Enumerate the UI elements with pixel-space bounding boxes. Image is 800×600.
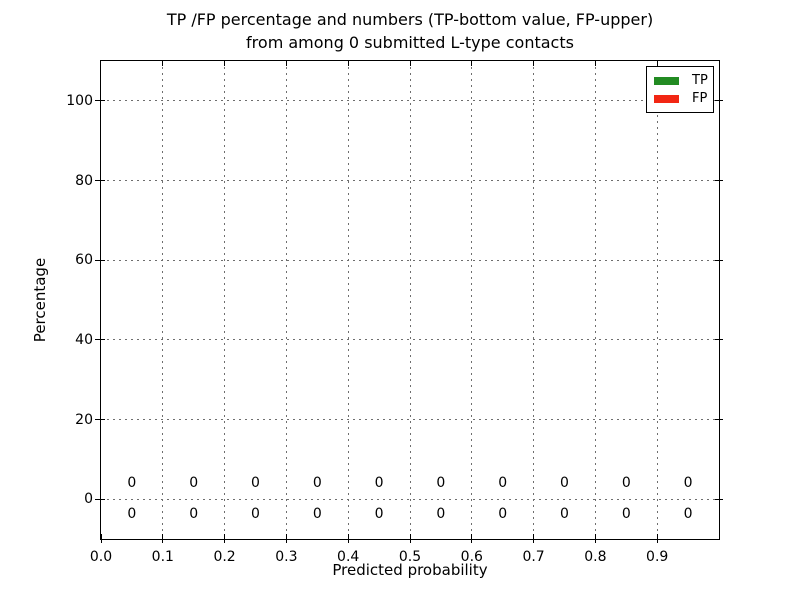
x-tick-label: 0.8 (584, 549, 607, 565)
x-tick-mark-top (656, 61, 658, 66)
bar-value-label-fp: 0 (312, 475, 322, 492)
x-tick-mark (594, 534, 596, 543)
bar-value-label-tp: 0 (127, 506, 137, 523)
bar-value-label-tp: 0 (312, 506, 322, 523)
y-tick-mark (95, 180, 105, 181)
gridline-vertical (656, 61, 658, 539)
legend-label-tp: TP (692, 73, 708, 88)
bar-value-label-tp: 0 (560, 506, 569, 523)
x-tick-label: 0.4 (337, 549, 360, 565)
y-tick-label: 0 (84, 491, 93, 508)
y-tick-label: 40 (75, 331, 93, 348)
y-tick-label: 20 (75, 411, 93, 428)
y-tick-mark-right (715, 339, 723, 341)
gridline-vertical (471, 61, 473, 539)
legend-swatch-fp (654, 95, 679, 103)
y-tick-mark-right (715, 180, 723, 181)
bar-value-label-fp: 0 (251, 475, 260, 492)
gridline-vertical (594, 61, 596, 539)
x-tick-mark (533, 534, 535, 543)
bar-value-label-fp: 0 (621, 475, 631, 492)
bar-value-label-fp: 0 (374, 475, 384, 492)
y-tick-label: 80 (75, 172, 93, 189)
legend-item-fp: FP (654, 90, 713, 108)
x-tick-label: 0.9 (646, 549, 669, 565)
bar-value-label-fp: 0 (189, 475, 199, 492)
bar-value-label-fp: 0 (436, 475, 446, 492)
x-tick-mark-top (347, 61, 349, 66)
y-tick-mark (95, 259, 105, 261)
gridline-vertical (347, 61, 349, 539)
bar-value-label-tp: 0 (374, 506, 384, 523)
x-tick-label: 0.5 (398, 549, 422, 565)
chart-title: TP /FP percentage and numbers (TP-bottom… (100, 8, 720, 54)
legend-swatch-tp (654, 77, 679, 85)
x-tick-label: 0.2 (213, 549, 236, 565)
x-tick-mark (409, 534, 411, 543)
y-tick-mark-right (715, 419, 723, 420)
chart-title-line1: TP /FP percentage and numbers (TP-bottom… (166, 10, 654, 29)
bar-value-label-fp: 0 (683, 475, 693, 492)
x-tick-mark (100, 534, 102, 543)
x-tick-mark-top (594, 61, 596, 66)
x-tick-mark (285, 534, 287, 543)
x-tick-label: 0.0 (89, 549, 113, 565)
y-tick-mark-right (715, 100, 723, 102)
gridline-vertical (409, 61, 411, 539)
chart-title-line2: from among 0 submitted L-type contacts (246, 33, 574, 52)
bar-value-label-fp: 0 (498, 475, 508, 492)
y-tick-mark-right (715, 498, 723, 500)
bar-value-label-tp: 0 (683, 506, 693, 523)
bar-value-label-tp: 0 (621, 506, 631, 523)
x-tick-label: 0.3 (275, 549, 298, 565)
y-tick-label: 60 (75, 252, 93, 269)
x-axis-label: Predicted probability (332, 561, 488, 579)
x-tick-mark (656, 534, 658, 543)
bar-value-label-fp: 0 (127, 475, 137, 492)
x-tick-mark (162, 534, 164, 543)
x-tick-mark (347, 534, 349, 543)
x-tick-mark-top (533, 61, 535, 66)
x-tick-label: 0.1 (151, 549, 174, 565)
x-tick-mark-top (162, 61, 164, 66)
legend-item-tp: TP (654, 72, 713, 90)
x-tick-mark-top (409, 61, 411, 66)
legend: TP FP (646, 66, 714, 113)
bar-value-label-fp: 0 (560, 475, 569, 492)
bar-value-label-tp: 0 (436, 506, 446, 523)
y-axis-label: Percentage (31, 257, 49, 343)
legend-label-fp: FP (692, 91, 708, 106)
y-tick-mark-right (715, 259, 723, 261)
y-tick-label: 100 (66, 92, 93, 109)
y-tick-mark (95, 100, 105, 102)
gridline-vertical (224, 61, 226, 539)
x-tick-mark (471, 534, 473, 543)
y-tick-mark (95, 419, 105, 420)
gridline-vertical (533, 61, 535, 539)
y-tick-mark (95, 498, 105, 500)
bar-value-label-tp: 0 (189, 506, 199, 523)
x-tick-mark-top (285, 61, 287, 66)
x-tick-label: 0.6 (460, 549, 483, 565)
y-tick-mark (95, 339, 105, 341)
x-tick-label: 0.7 (522, 549, 545, 565)
x-tick-mark-top (224, 61, 226, 66)
plot-area: 0 20 40 60 80 100 0.0 0.1 0.2 0.3 0.4 0.5 0.6 0.7 0.8 0… (66, 60, 723, 565)
bar-value-label-tp: 0 (251, 506, 260, 523)
x-tick-mark (224, 534, 226, 543)
bar-value-label-tp: 0 (498, 506, 508, 523)
gridline-vertical (162, 61, 164, 539)
gridline-vertical (285, 61, 287, 539)
x-tick-mark-top (471, 61, 473, 66)
